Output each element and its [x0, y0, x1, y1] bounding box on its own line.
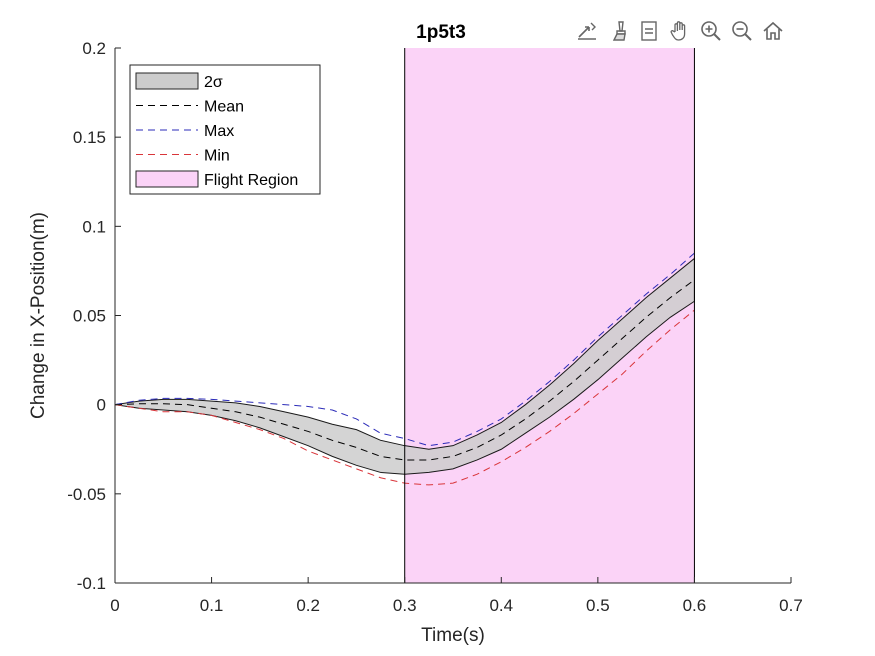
- data-tips-button[interactable]: [635, 17, 662, 45]
- pan-hand-icon: [669, 21, 685, 41]
- x-tick-label: 0.2: [296, 596, 320, 615]
- export-button[interactable]: [573, 17, 600, 45]
- y-tick-label: -0.05: [67, 485, 106, 504]
- legend-swatch: [135, 72, 199, 90]
- y-tick-label: 0.15: [73, 128, 106, 147]
- axes-toolbar: [573, 17, 786, 45]
- zoom-out-button[interactable]: [728, 17, 755, 45]
- pan-button[interactable]: [666, 17, 693, 45]
- legend-swatch: [135, 170, 199, 188]
- x-tick-label: 0.3: [393, 596, 417, 615]
- data-tips-icon: [640, 21, 657, 41]
- zoom-in-icon: [700, 21, 721, 41]
- legend-label: Min: [204, 148, 230, 165]
- x-axis-title: Time(s): [421, 625, 485, 646]
- brush-icon: [612, 21, 626, 41]
- legend-label: Mean: [204, 99, 244, 116]
- x-tick-label: 0.1: [200, 596, 224, 615]
- x-tick-label: 0.7: [779, 596, 803, 615]
- y-tick-label: -0.1: [77, 574, 106, 593]
- y-tick-label: 0.05: [73, 307, 106, 326]
- y-axis-title: Change in X-Position(m): [28, 212, 49, 419]
- brush-button[interactable]: [604, 17, 631, 45]
- chart-title: 1p5t3: [416, 22, 466, 43]
- x-tick-label: 0: [110, 596, 119, 615]
- export-icon: [577, 22, 596, 40]
- home-icon: [762, 21, 783, 40]
- legend: 2σ Mean Max Min Flight Region: [129, 64, 321, 195]
- y-tick-label: 0.1: [82, 217, 106, 236]
- x-tick-label: 0.6: [683, 596, 707, 615]
- mean-series-line: [114, 279, 695, 461]
- max-series-line: [114, 252, 695, 447]
- legend-label: Max: [204, 123, 234, 140]
- x-tick-label: 0.5: [586, 596, 610, 615]
- y-tick-label: 0.2: [82, 39, 106, 58]
- legend-label: Flight Region: [204, 172, 298, 189]
- home-button[interactable]: [759, 17, 786, 45]
- y-tick-label: 0: [97, 396, 106, 415]
- x-tick-label: 0.4: [489, 596, 513, 615]
- legend-label: 2σ: [204, 74, 223, 91]
- zoom-out-icon: [731, 21, 752, 41]
- zoom-in-button[interactable]: [697, 17, 724, 45]
